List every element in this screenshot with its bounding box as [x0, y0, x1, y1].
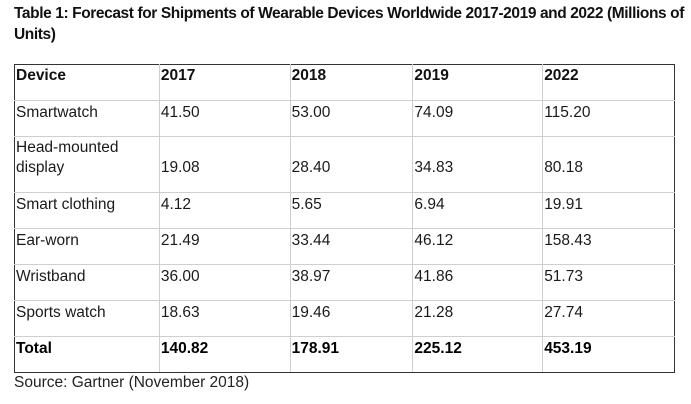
- value-cell: 28.40: [289, 136, 414, 193]
- value-cell: 38.97: [289, 264, 414, 301]
- value-cell: 51.73: [542, 264, 675, 301]
- value-cell: 33.44: [289, 228, 414, 265]
- device-cell: Sports watch: [14, 300, 160, 337]
- value-cell: 21.49: [158, 228, 291, 265]
- device-cell: Smartwatch: [14, 100, 160, 137]
- device-cell: Smart clothing: [14, 192, 160, 229]
- table-row: Sports watch 18.63 19.46 21.28 27.74: [14, 300, 675, 337]
- value-cell: 27.74: [542, 300, 675, 337]
- source-note: Source: Gartner (November 2018): [14, 374, 250, 391]
- value-cell: 5.65: [289, 192, 414, 229]
- value-cell: 19.08: [158, 136, 291, 193]
- column-header-2018: 2018: [289, 64, 414, 101]
- device-cell: Wristband: [14, 264, 160, 301]
- total-value: 178.91: [289, 336, 414, 373]
- value-cell: 158.43: [542, 228, 675, 265]
- table-row: Wristband 36.00 38.97 41.86 51.73: [14, 264, 675, 301]
- table-row: Smartwatch 41.50 53.00 74.09 115.20: [14, 100, 675, 137]
- device-cell: Head-mounted display: [14, 136, 160, 193]
- value-cell: 21.28: [412, 300, 544, 337]
- value-cell: 6.94: [412, 192, 544, 229]
- value-cell: 4.12: [158, 192, 291, 229]
- value-cell: 80.18: [542, 136, 675, 193]
- value-cell: 115.20: [542, 100, 675, 137]
- total-value: 140.82: [158, 336, 291, 373]
- device-cell: Ear-worn: [14, 228, 160, 265]
- value-cell: 53.00: [289, 100, 414, 137]
- value-cell: 41.50: [158, 100, 291, 137]
- total-label: Total: [14, 336, 160, 373]
- column-header-2019: 2019: [412, 64, 544, 101]
- table-row: Smart clothing 4.12 5.65 6.94 19.91: [14, 192, 675, 229]
- value-cell: 36.00: [158, 264, 291, 301]
- total-value: 453.19: [542, 336, 675, 373]
- value-cell: 41.86: [412, 264, 544, 301]
- value-cell: 34.83: [412, 136, 544, 193]
- header-row: Device 2017 2018 2019 2022: [14, 64, 675, 101]
- column-header-2017: 2017: [158, 64, 291, 101]
- column-header-2022: 2022: [542, 64, 675, 101]
- table-title: Table 1: Forecast for Shipments of Weara…: [14, 5, 684, 43]
- total-value: 225.12: [412, 336, 544, 373]
- value-cell: 74.09: [412, 100, 544, 137]
- total-row: Total 140.82 178.91 225.12 453.19: [14, 336, 675, 373]
- table-row: Ear-worn 21.49 33.44 46.12 158.43: [14, 228, 675, 265]
- column-header-device: Device: [14, 64, 160, 101]
- table-row: Head-mounted display 19.08 28.40 34.83 8…: [14, 136, 675, 193]
- value-cell: 18.63: [158, 300, 291, 337]
- value-cell: 19.91: [542, 192, 675, 229]
- value-cell: 19.46: [289, 300, 414, 337]
- shipments-table: Device 2017 2018 2019 2022 Smartwatch 41…: [14, 64, 675, 373]
- value-cell: 46.12: [412, 228, 544, 265]
